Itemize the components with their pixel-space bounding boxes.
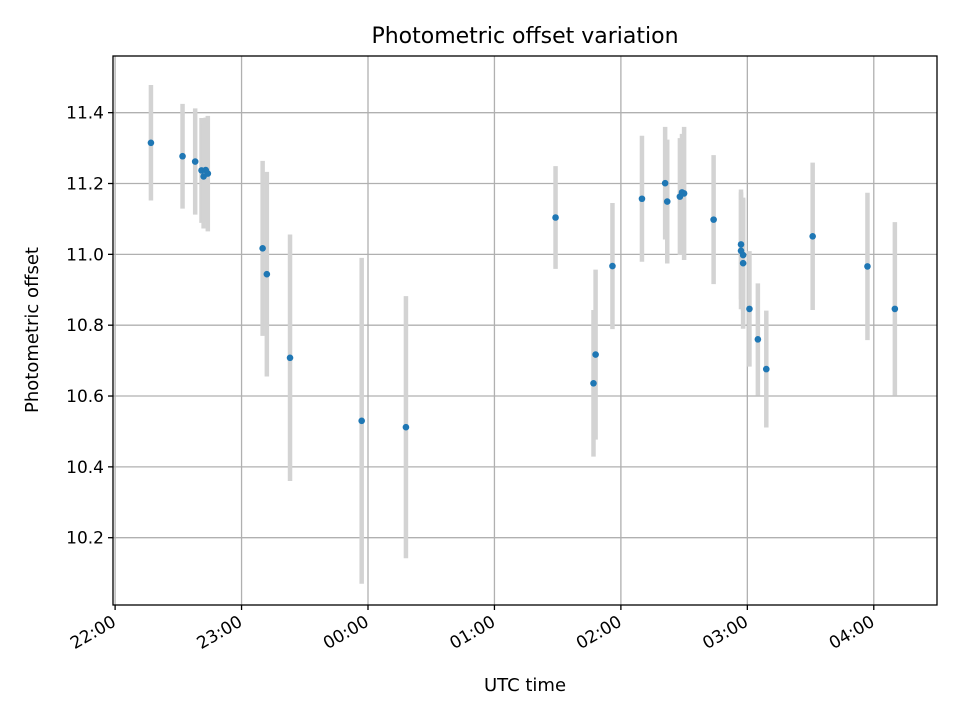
data-point (609, 262, 616, 270)
y-axis-label: Photometric offset (22, 247, 43, 413)
data-point (191, 158, 199, 165)
data-point (263, 270, 271, 278)
data-points (147, 139, 899, 431)
y-tick-label: 10.2 (66, 529, 104, 549)
plot-frame (112, 55, 938, 606)
data-point (710, 216, 717, 223)
data-point (286, 354, 294, 362)
data-point (864, 263, 871, 270)
chart-title: Photometric offset variation (371, 24, 678, 49)
y-tick-label: 10.4 (66, 458, 104, 478)
data-point (891, 305, 899, 313)
data-point (680, 190, 688, 197)
data-point (592, 351, 599, 358)
data-point (552, 214, 559, 221)
data-point (590, 379, 597, 387)
y-tick-label: 11.0 (66, 245, 104, 265)
data-point (737, 241, 745, 248)
data-point (638, 195, 646, 203)
data-point (739, 259, 747, 267)
y-tick-label: 10.6 (66, 387, 104, 407)
data-point (204, 170, 212, 177)
data-point (746, 305, 753, 313)
data-point (809, 232, 816, 240)
y-axis: 10.2 10.4 10.6 10.8 11.0 11.2 11.4 (66, 104, 113, 549)
data-point (661, 179, 669, 187)
data-point (739, 251, 747, 259)
y-tick-label: 11.2 (66, 175, 104, 195)
data-point (259, 245, 266, 252)
data-point (179, 152, 186, 160)
data-point (663, 198, 671, 205)
data-point (358, 417, 365, 425)
x-axis-label: UTC time (484, 675, 566, 696)
y-tick-label: 11.4 (66, 104, 104, 124)
data-point (147, 139, 155, 147)
y-tick-label: 10.8 (66, 316, 104, 336)
data-point (402, 423, 410, 431)
data-point (754, 336, 762, 343)
data-point (762, 365, 770, 373)
